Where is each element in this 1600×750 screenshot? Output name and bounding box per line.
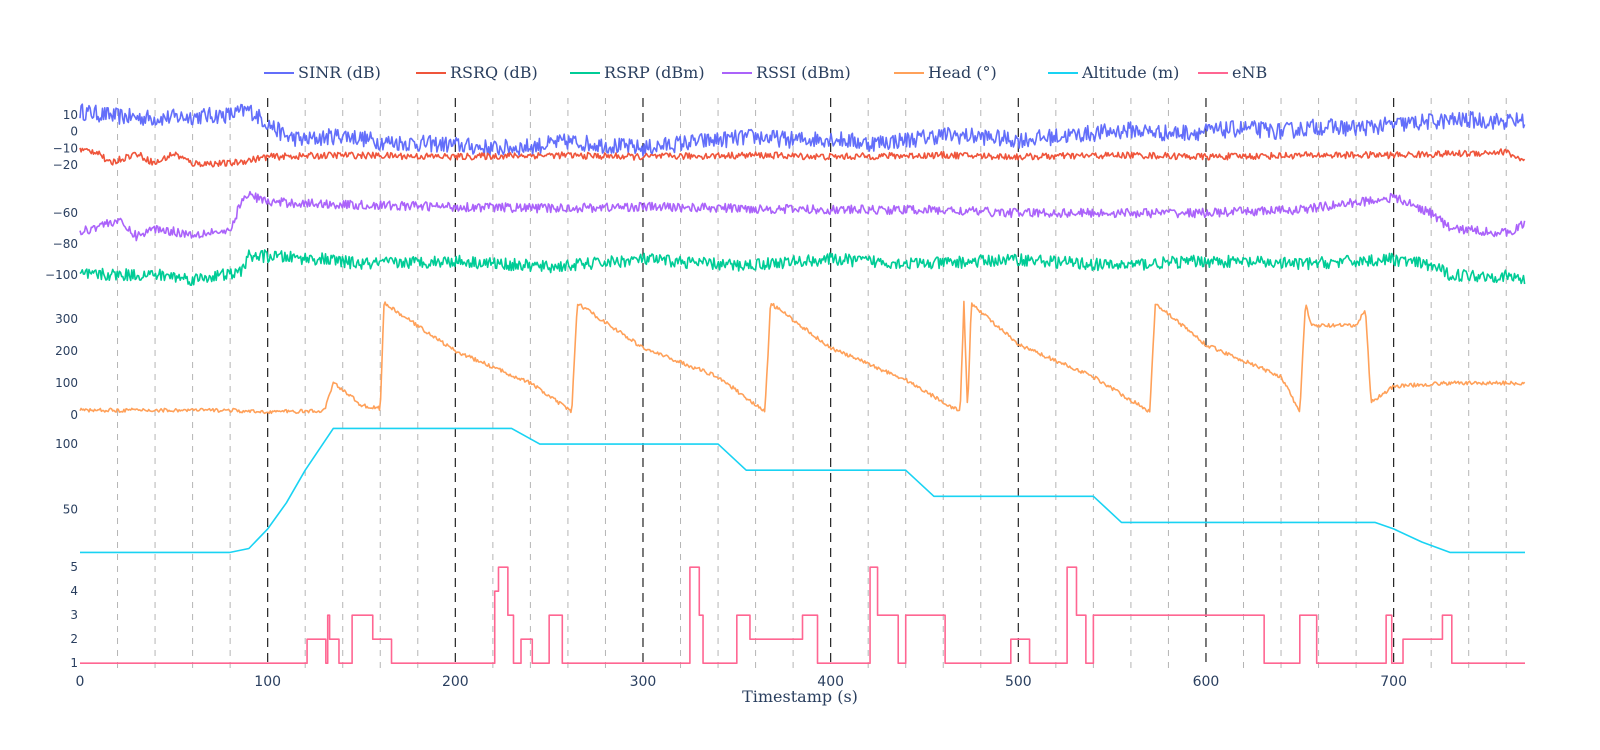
legend-item-label: eNB: [1232, 63, 1267, 82]
series-line-rsrp: [79, 249, 1526, 286]
y-tick-label: −100: [45, 268, 78, 282]
x-tick-labels: 0 100 200 300 400 500 600 700: [76, 674, 1407, 690]
series-line-enb: [80, 566, 1525, 664]
legend: SINR (dB) RSRQ (dB) RSRP (dBm) RSSI (dBm) He…: [264, 63, 1267, 82]
legend-item-label: Head (°): [928, 63, 997, 82]
grid-lines: [117, 98, 1507, 668]
y-tick-label: 300: [55, 312, 78, 326]
legend-item-label: RSSI (dBm): [756, 63, 851, 82]
y-tick-label: 50: [63, 502, 78, 516]
x-tick-label: 300: [630, 674, 657, 690]
x-tick-label: 600: [1193, 674, 1220, 690]
x-axis-label: Timestamp (s): [742, 687, 858, 706]
series-line-sinr: [79, 103, 1526, 157]
series-line-rssi: [79, 190, 1526, 242]
series-line-altitude: [80, 427, 1525, 554]
y-tick-label: 10: [63, 108, 78, 122]
y-tick-label: −10: [53, 141, 78, 155]
series-lines: [79, 103, 1526, 664]
y-tick-label: −80: [53, 237, 78, 251]
y-tick-label: 0: [70, 408, 78, 422]
x-tick-label: 0: [76, 674, 85, 690]
series-line-rsrq: [79, 147, 1526, 168]
x-tick-label: 500: [1005, 674, 1032, 690]
y-tick-label: 4: [70, 584, 78, 598]
y-tick-label: 100: [55, 437, 78, 451]
y-tick-label: 2: [70, 632, 78, 646]
legend-item-label: RSRQ (dB): [450, 63, 538, 82]
y-tick-label: 0: [70, 125, 78, 139]
x-tick-label: 400: [817, 674, 844, 690]
y-tick-label: 5: [70, 560, 78, 574]
legend-item-label: RSRP (dBm): [604, 63, 705, 82]
series-line-head: [79, 300, 1526, 415]
y-tick-label: 200: [55, 344, 78, 358]
y-tick-label: 3: [70, 608, 78, 622]
legend-item-label: Altitude (m): [1081, 63, 1179, 82]
legend-item-label: SINR (dB): [298, 63, 381, 82]
y-tick-label: 100: [55, 376, 78, 390]
x-tick-label: 200: [442, 674, 469, 690]
x-tick-label: 100: [254, 674, 281, 690]
y-tick-label: −60: [53, 206, 78, 220]
y-tick-label: 1: [70, 656, 78, 670]
y-tick-label: −20: [53, 158, 78, 172]
x-tick-label: 700: [1380, 674, 1407, 690]
